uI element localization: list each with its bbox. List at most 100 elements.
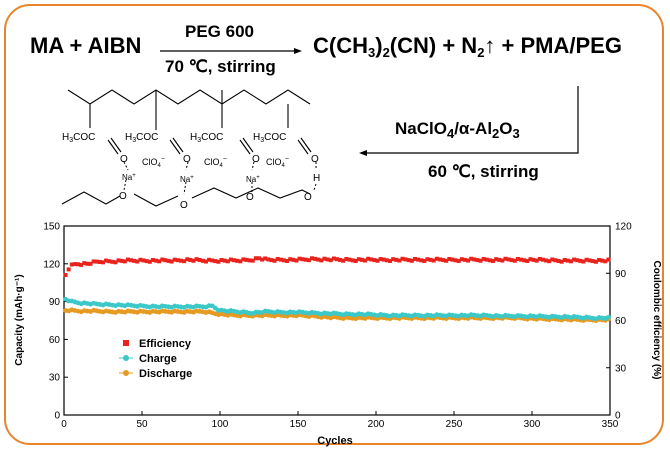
- efficiency-point: [369, 257, 374, 262]
- efficiency-point: [512, 258, 517, 263]
- efficiency-point: [525, 258, 530, 263]
- x-tick-label: 200: [368, 419, 385, 430]
- efficiency-point: [331, 256, 336, 261]
- efficiency-point: [88, 261, 93, 266]
- efficiency-point: [278, 257, 283, 262]
- efficiency-point: [519, 257, 524, 262]
- efficiency-point: [531, 257, 536, 262]
- efficiency-point: [584, 257, 589, 262]
- efficiency-point: [313, 256, 318, 261]
- efficiency-point: [291, 257, 296, 262]
- efficiency-point: [285, 258, 290, 263]
- hydroxyl-hydrogen: H: [313, 173, 320, 184]
- efficiency-point: [466, 258, 471, 263]
- efficiency-point: [157, 259, 162, 264]
- product-formula: C(CH3)2(CN) + N2↑ + PMA/PEG: [313, 33, 622, 60]
- efficiency-point: [113, 260, 118, 265]
- efficiency-point: [335, 257, 339, 262]
- condition2-temperature: 60 ℃, stirring: [428, 162, 539, 181]
- y-right-tick-label: 0: [615, 411, 621, 422]
- legend-marker: [123, 370, 129, 376]
- condition1-reagent: PEG 600: [185, 22, 254, 41]
- efficiency-point: [437, 257, 442, 262]
- efficiency-point: [275, 256, 280, 261]
- efficiency-point: [263, 256, 268, 261]
- efficiency-point: [388, 258, 393, 263]
- y-left-tick-label: 90: [49, 297, 61, 308]
- efficiency-point: [160, 257, 165, 262]
- x-tick-label: 250: [446, 419, 463, 430]
- efficiency-point: [228, 257, 233, 262]
- efficiency-point: [104, 258, 109, 263]
- legend-marker: [123, 355, 129, 361]
- efficiency-point: [384, 258, 389, 263]
- y-right-tick-label: 120: [615, 222, 632, 233]
- efficiency-point: [425, 257, 430, 262]
- efficiency-point: [266, 257, 271, 262]
- ester-group-1: H3COC: [62, 132, 95, 144]
- y-left-tick-label: 60: [49, 335, 61, 346]
- efficiency-point: [94, 259, 99, 264]
- ether-oxygen: O: [246, 192, 254, 203]
- efficiency-point: [200, 258, 205, 263]
- efficiency-point: [141, 258, 146, 263]
- series-charge: [63, 296, 611, 322]
- hydroxyl-oxygen: O: [304, 192, 312, 203]
- efficiency-point: [413, 256, 417, 261]
- x-tick-label: 0: [61, 419, 67, 430]
- efficiency-point: [319, 258, 324, 263]
- efficiency-point: [260, 257, 265, 262]
- efficiency-point: [359, 257, 364, 262]
- efficiency-point: [129, 258, 134, 263]
- efficiency-point: [175, 258, 180, 263]
- efficiency-point: [400, 256, 405, 261]
- efficiency-point: [269, 258, 274, 263]
- efficiency-point: [306, 258, 311, 263]
- y-right-tick-label: 60: [615, 316, 627, 327]
- efficiency-point: [247, 258, 252, 263]
- efficiency-point: [528, 257, 533, 262]
- efficiency-point: [150, 257, 155, 262]
- sodium-cation: Na+: [180, 175, 194, 184]
- efficiency-point: [575, 258, 580, 263]
- efficiency-point: [444, 258, 449, 263]
- efficiency-point: [194, 257, 199, 262]
- legend-label: Efficiency: [139, 338, 192, 350]
- reactants-label: MA + AIBN: [30, 33, 142, 58]
- efficiency-point: [462, 257, 467, 262]
- efficiency-point: [179, 258, 183, 263]
- ether-oxygen: O: [180, 200, 188, 211]
- efficiency-point: [72, 262, 77, 267]
- efficiency-point: [341, 258, 346, 263]
- efficiency-point: [544, 258, 549, 263]
- efficiency-point: [250, 258, 255, 263]
- ester-group-2: H3COC: [125, 132, 158, 144]
- efficiency-point: [281, 258, 286, 263]
- efficiency-point: [294, 258, 299, 263]
- ether-oxygen: O: [119, 191, 127, 202]
- ester-group-3: H3COC: [190, 132, 223, 144]
- efficiency-point: [372, 258, 377, 263]
- efficiency-point: [344, 256, 349, 261]
- efficiency-point: [453, 258, 458, 263]
- efficiency-point: [119, 258, 124, 263]
- efficiency-point: [125, 257, 130, 262]
- y-left-tick-label: 30: [49, 373, 61, 384]
- efficiency-point: [188, 257, 193, 262]
- efficiency-point: [553, 258, 558, 263]
- efficiency-point: [472, 257, 477, 262]
- efficiency-point: [500, 258, 505, 263]
- carbonyl-oxygen: O: [252, 154, 260, 165]
- y-axis-label-right: Coulombic efficiency (%): [651, 261, 662, 380]
- efficiency-point: [216, 259, 221, 264]
- efficiency-point: [356, 257, 361, 262]
- efficiency-point: [310, 256, 315, 261]
- efficiency-point: [347, 257, 352, 262]
- efficiency-point: [509, 258, 514, 263]
- efficiency-point: [107, 259, 112, 264]
- efficiency-point: [434, 256, 439, 261]
- efficiency-point: [403, 257, 408, 262]
- efficiency-point: [253, 256, 258, 261]
- pma-backbone: [67, 89, 311, 105]
